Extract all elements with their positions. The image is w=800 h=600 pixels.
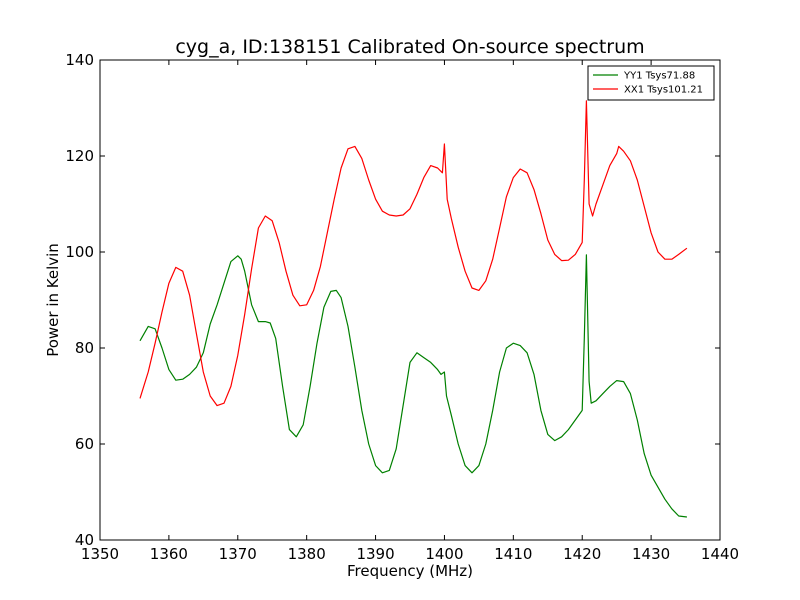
- chart-title: cyg_a, ID:138151 Calibrated On-source sp…: [175, 36, 644, 58]
- x-tick-label: 1360: [150, 545, 188, 563]
- y-axis-label: Power in Kelvin: [44, 243, 62, 357]
- y-tick-label: 40: [75, 531, 94, 549]
- legend-entry: XX1 Tsys101.21: [624, 85, 703, 96]
- legend: YY1 Tsys71.88 XX1 Tsys101.21: [587, 65, 715, 101]
- x-axis-label: Frequency (MHz): [347, 562, 473, 580]
- y-tick-label: 60: [75, 435, 94, 453]
- legend-box: [587, 65, 715, 101]
- y-tick-label: 120: [65, 147, 94, 165]
- x-tick-label: 1350: [81, 545, 119, 563]
- axis-ticks: 1350 1360 1370 1380 1390 1400 1410 1420 1430 1440…: [65, 51, 739, 563]
- plot-area: [99, 59, 721, 541]
- x-tick-label: 1410: [494, 545, 532, 563]
- x-tick-label: 1430: [632, 545, 670, 563]
- legend-entry: YY1 Tsys71.88: [623, 71, 695, 82]
- y-tick-label: 80: [75, 339, 94, 357]
- y-tick-label: 100: [65, 243, 94, 261]
- x-tick-label: 1380: [288, 545, 326, 563]
- series-layer: [139, 100, 688, 518]
- series-line-xx1: [139, 100, 688, 407]
- x-tick-label: 1390: [356, 545, 394, 563]
- x-tick-label: 1400: [425, 545, 463, 563]
- y-tick-label: 140: [65, 51, 94, 69]
- x-tick-label: 1420: [563, 545, 601, 563]
- x-tick-label: 1440: [701, 545, 739, 563]
- x-tick-label: 1370: [219, 545, 257, 563]
- series-line-yy1: [139, 254, 687, 518]
